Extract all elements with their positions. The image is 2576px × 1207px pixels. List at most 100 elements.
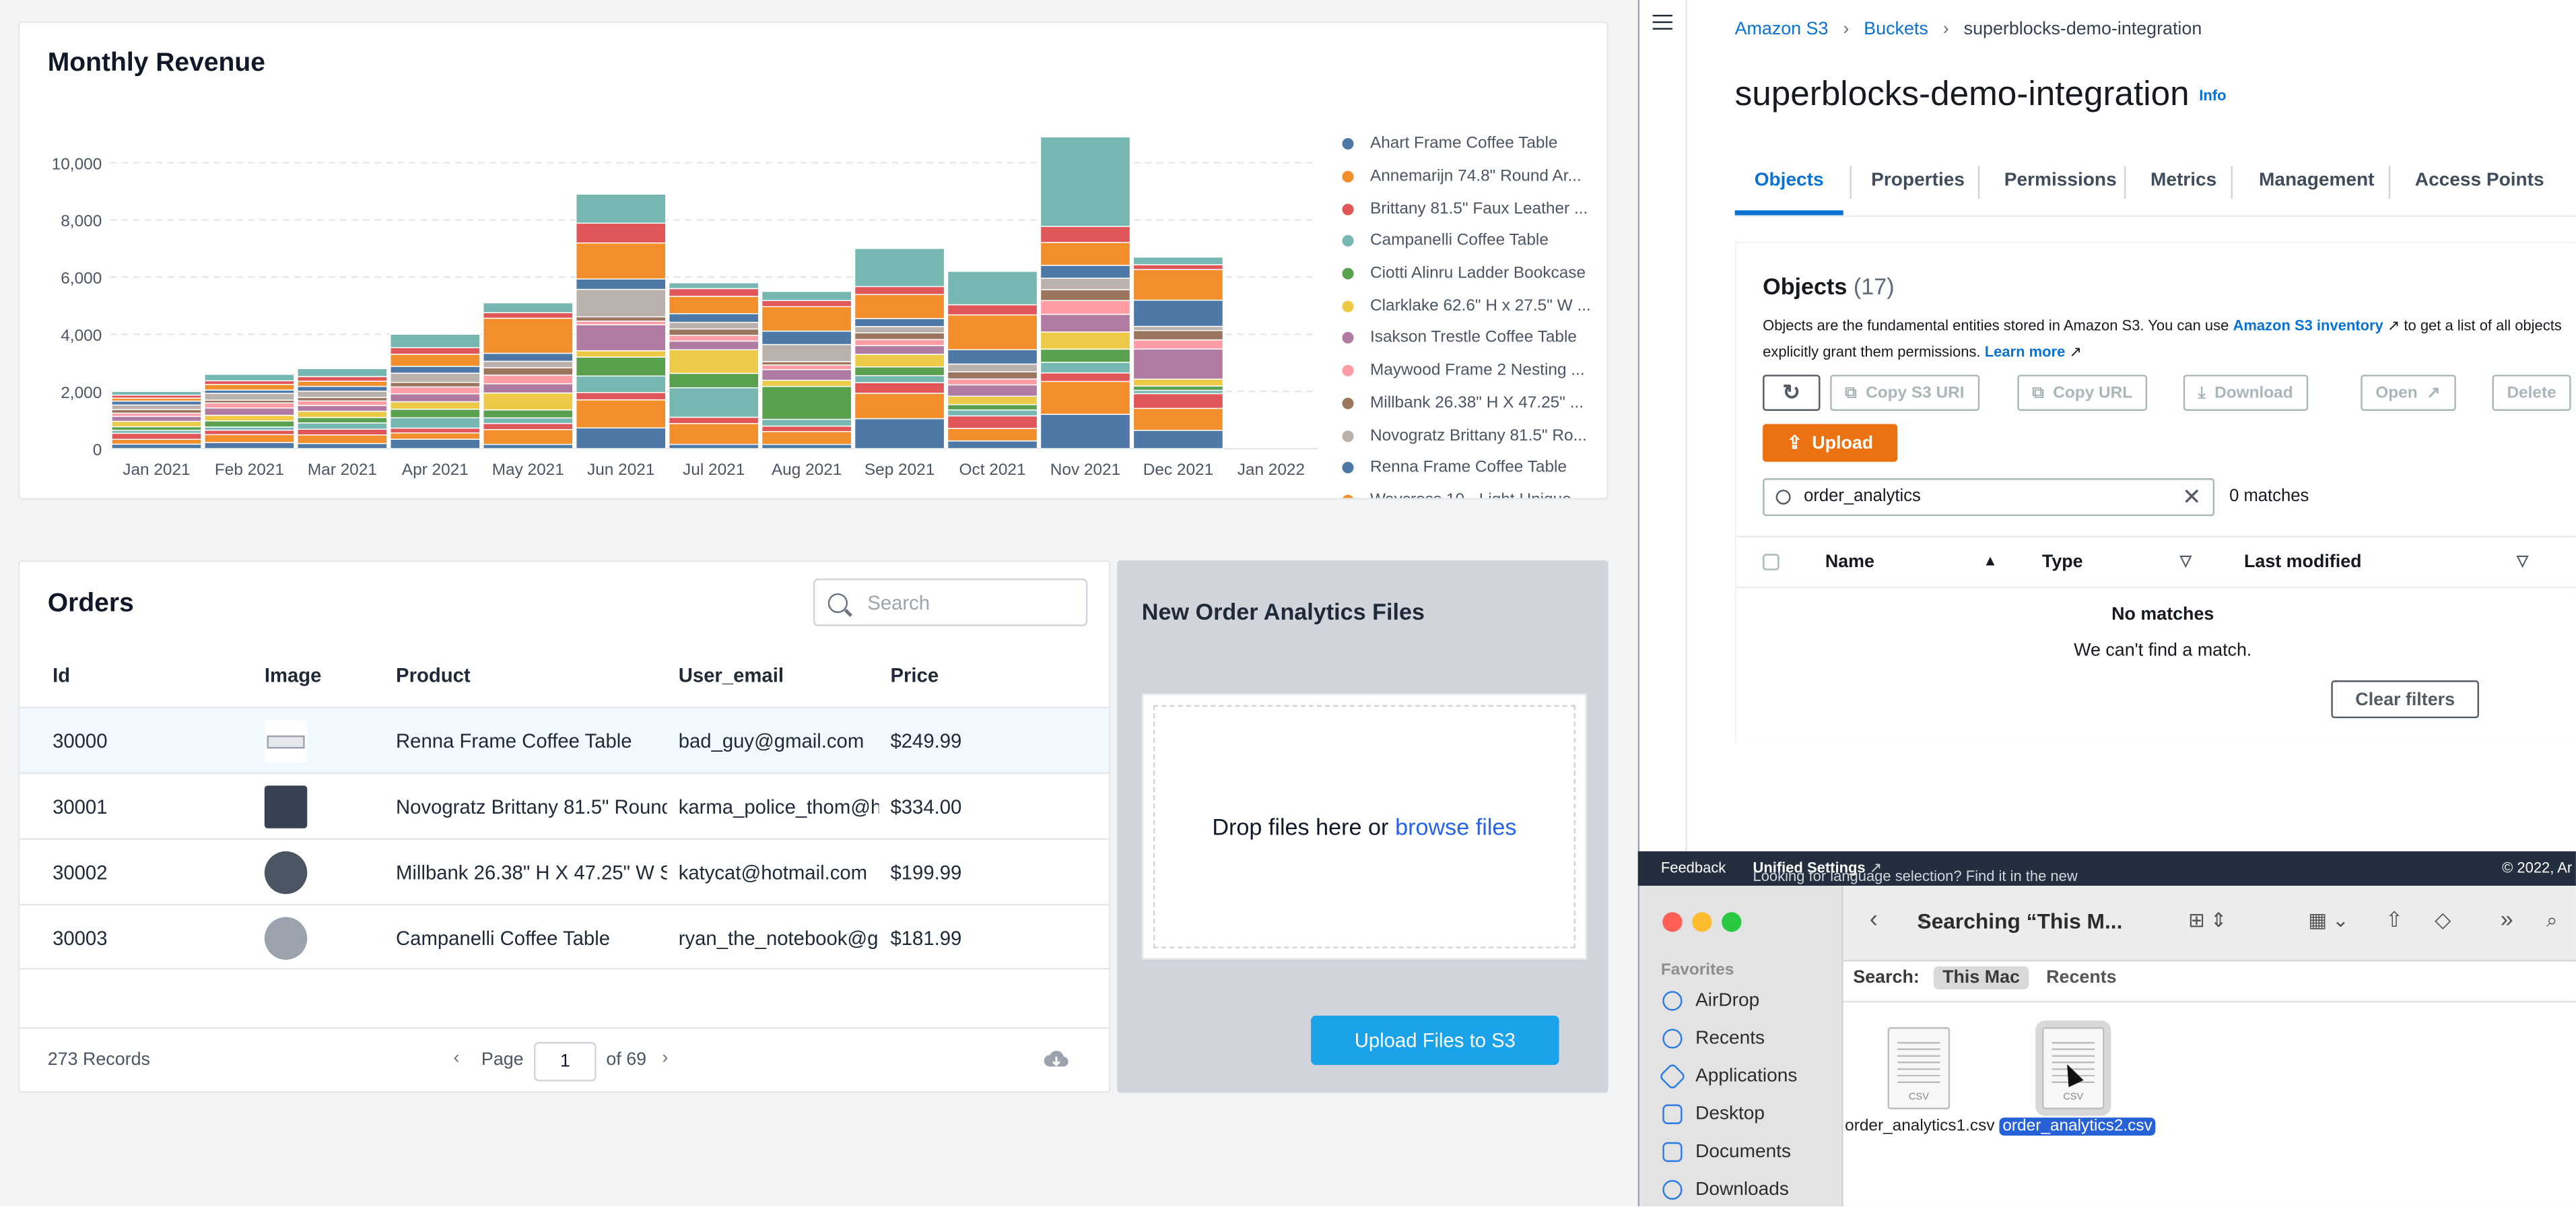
sidebar-item-desktop[interactable]: Desktop bbox=[1662, 1098, 1765, 1131]
legend-item[interactable]: Renna Frame Coffee Table bbox=[1342, 452, 1604, 484]
s3-upload-button[interactable]: ⇪ Upload bbox=[1763, 424, 1898, 462]
column-header-name[interactable]: Name bbox=[1825, 552, 1874, 573]
bar-segment bbox=[668, 340, 759, 350]
breadcrumb-amazon-s3[interactable]: Amazon S3 bbox=[1734, 20, 1829, 40]
file-dropzone[interactable]: Drop files here or browse files bbox=[1141, 693, 1588, 960]
legend-item[interactable]: Brittany 81.5" Faux Leather ... bbox=[1342, 193, 1604, 225]
sidebar-item-documents[interactable]: Documents bbox=[1662, 1136, 1791, 1169]
table-row[interactable]: 30000 Renna Frame Coffee Table bad_guy@g… bbox=[20, 707, 1110, 773]
legend-label: Campanelli Coffee Table bbox=[1369, 232, 1549, 251]
legend-item[interactable]: Maywood Frame 2 Nesting ... bbox=[1342, 355, 1604, 387]
feedback-link[interactable]: Feedback bbox=[1660, 859, 1726, 876]
minimize-window-button[interactable] bbox=[1692, 912, 1712, 932]
unified-settings-link[interactable]: Unified Settings bbox=[1753, 859, 1866, 876]
download-button[interactable]: ⤓ Download bbox=[2183, 374, 2308, 411]
s3-search-input[interactable]: order_analytics ✕ bbox=[1763, 478, 2215, 517]
copy-url-button[interactable]: ⧉ Copy URL bbox=[2017, 374, 2148, 411]
legend-item[interactable]: Ciotti Alinru Ladder Bookcase bbox=[1342, 257, 1604, 290]
column-header-price[interactable]: Price bbox=[890, 663, 939, 687]
bar-segment bbox=[204, 402, 295, 409]
scope-recents[interactable]: Recents bbox=[2046, 968, 2117, 988]
tab-permissions[interactable]: Permissions bbox=[2004, 170, 2117, 191]
copy-s3-uri-button[interactable]: ⧉ Copy S3 URI bbox=[1830, 374, 1979, 411]
cell-product: Novogratz Brittany 81.5" Round Arm bbox=[396, 795, 667, 819]
legend-item[interactable]: Clarklake 62.6" H x 27.5" W ... bbox=[1342, 290, 1604, 323]
learn-more-link[interactable]: Learn more bbox=[1984, 343, 2066, 360]
bar-segment bbox=[761, 290, 852, 301]
clear-search-icon[interactable]: ✕ bbox=[2181, 483, 2202, 510]
upload-to-s3-button[interactable]: Upload Files to S3 bbox=[1311, 1015, 1559, 1066]
legend-item[interactable]: Annemarijn 74.8" Round Ar... bbox=[1342, 160, 1604, 193]
column-header-user-email[interactable]: User_email bbox=[678, 663, 784, 687]
breadcrumb-buckets[interactable]: Buckets bbox=[1864, 20, 1928, 40]
next-page-icon[interactable]: › bbox=[662, 1048, 669, 1068]
legend-item[interactable]: Isakson Trestle Coffee Table bbox=[1342, 323, 1604, 355]
zoom-window-button[interactable] bbox=[1722, 912, 1742, 932]
close-window-button[interactable] bbox=[1662, 912, 1683, 932]
file-name: order_analytics2.csv bbox=[1999, 1117, 2156, 1136]
table-row[interactable]: 30001 Novogratz Brittany 81.5" Round Arm… bbox=[20, 772, 1110, 839]
legend-label: Waycross 10 - Light Unique... bbox=[1370, 491, 1585, 498]
sidebar-item-downloads[interactable]: Downloads bbox=[1662, 1173, 1789, 1206]
tab-objects[interactable]: Objects bbox=[1734, 160, 1843, 216]
sort-asc-icon[interactable]: ▲ bbox=[1983, 552, 1998, 569]
sidebar-item-applications[interactable]: Applications bbox=[1658, 1060, 1797, 1093]
select-all-checkbox[interactable] bbox=[1763, 554, 1780, 570]
tab-properties[interactable]: Properties bbox=[1871, 170, 1965, 191]
table-row[interactable]: 30003 Campanelli Coffee Table ryan_the_n… bbox=[20, 904, 1110, 970]
open-button[interactable]: Open ↗ bbox=[2361, 374, 2455, 411]
tab-metrics[interactable]: Metrics bbox=[2150, 170, 2217, 191]
legend-swatch bbox=[1342, 365, 1354, 377]
share-icon[interactable]: ⇧ bbox=[2385, 907, 2404, 932]
x-tick-label: Aug 2021 bbox=[772, 461, 842, 479]
delete-button[interactable]: Delete bbox=[2492, 374, 2571, 411]
column-header-product[interactable]: Product bbox=[396, 663, 471, 687]
refresh-button[interactable]: ↻ bbox=[1763, 374, 1821, 411]
bar-segment bbox=[1040, 242, 1131, 266]
bar-segment bbox=[297, 381, 388, 387]
sort-icon[interactable]: ▽ bbox=[2179, 552, 2192, 569]
browse-files-link[interactable]: browse files bbox=[1395, 813, 1517, 840]
file-item-selected[interactable]: CSV order_analytics2.csv bbox=[1999, 1020, 2156, 1137]
group-icon[interactable]: ▦ ⌄ bbox=[2308, 909, 2349, 932]
sort-icon[interactable]: ▽ bbox=[2517, 552, 2528, 569]
tag-icon[interactable]: ◇ bbox=[2435, 907, 2451, 932]
legend-item[interactable]: Ahart Frame Coffee Table bbox=[1342, 128, 1604, 160]
legend-item[interactable]: Waycross 10 - Light Unique... bbox=[1342, 484, 1604, 498]
product-thumbnail bbox=[264, 851, 308, 894]
search-icon[interactable]: ⌕ bbox=[2546, 909, 2558, 932]
column-header-image[interactable]: Image bbox=[264, 663, 322, 687]
page-total: of 69 bbox=[606, 1050, 647, 1070]
table-row[interactable]: 30002 Millbank 26.38" H X 47.25" W Steel… bbox=[20, 838, 1110, 904]
legend-item[interactable]: Novogratz Brittany 81.5" Ro... bbox=[1342, 420, 1604, 452]
legend-item[interactable]: Campanelli Coffee Table bbox=[1342, 225, 1604, 257]
bar-segment bbox=[297, 385, 388, 392]
more-icon[interactable]: » bbox=[2500, 905, 2513, 932]
view-grid-icon[interactable]: ⊞ ⇕ bbox=[2188, 909, 2227, 932]
clear-filters-button[interactable]: Clear filters bbox=[2331, 680, 2479, 719]
bar-segment bbox=[575, 392, 667, 401]
legend-item[interactable]: Millbank 26.38" H X 47.25" ... bbox=[1342, 387, 1604, 420]
column-header-last-modified[interactable]: Last modified bbox=[2244, 552, 2362, 573]
sidebar-item-airdrop[interactable]: AirDrop bbox=[1662, 985, 1759, 1018]
cloud-download-icon[interactable] bbox=[1043, 1049, 1069, 1072]
tab-management[interactable]: Management bbox=[2259, 170, 2375, 191]
prev-page-icon[interactable]: ‹ bbox=[453, 1048, 460, 1068]
scope-this-mac[interactable]: This Mac bbox=[1934, 966, 2029, 989]
tab-access-points[interactable]: Access Points bbox=[2414, 170, 2544, 191]
bar-segment bbox=[483, 392, 574, 411]
page-number-input[interactable]: 1 bbox=[534, 1041, 597, 1082]
sidebar-item-recents[interactable]: Recents bbox=[1662, 1022, 1765, 1055]
s3-inventory-link[interactable]: Amazon S3 inventory bbox=[2233, 317, 2383, 334]
menu-icon[interactable] bbox=[1652, 10, 1672, 34]
x-tick-label: Dec 2021 bbox=[1143, 461, 1213, 479]
cell-id: 30002 bbox=[53, 861, 108, 884]
orders-title: Orders bbox=[47, 589, 134, 618]
info-link[interactable]: Info bbox=[2199, 88, 2227, 104]
forward-icon[interactable]: › bbox=[1918, 905, 1928, 934]
file-item[interactable]: CSV order_analytics1.csv bbox=[1845, 1027, 1995, 1137]
back-icon[interactable]: ‹ bbox=[1869, 905, 1878, 934]
orders-search-input[interactable]: Search bbox=[813, 578, 1088, 626]
column-header-type[interactable]: Type bbox=[2041, 552, 2083, 573]
column-header-id[interactable]: Id bbox=[53, 663, 71, 687]
